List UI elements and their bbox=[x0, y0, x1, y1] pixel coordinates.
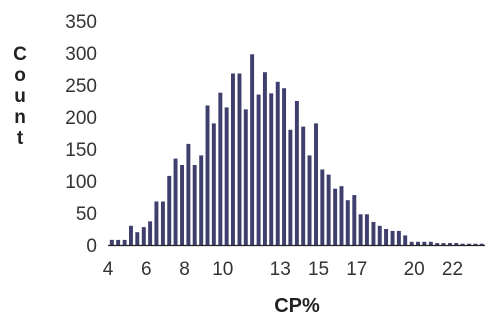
y-tick-label: 200 bbox=[65, 108, 97, 129]
histogram-bar bbox=[205, 105, 210, 245]
histogram-bar bbox=[377, 225, 382, 245]
histogram-bar bbox=[307, 155, 312, 245]
histogram-bar bbox=[167, 175, 172, 245]
histogram-bar bbox=[345, 200, 350, 245]
histogram-bar bbox=[243, 109, 248, 245]
x-tick-label: 20 bbox=[404, 259, 425, 280]
histogram-bar bbox=[396, 230, 401, 245]
histogram-bars bbox=[109, 54, 484, 246]
histogram-bar bbox=[237, 73, 242, 245]
histogram-bar bbox=[282, 88, 287, 245]
histogram-bar bbox=[428, 241, 433, 245]
histogram-bar bbox=[320, 169, 325, 245]
x-tick-labels: 4 6 8 10 13 15 17 20 22 bbox=[103, 259, 463, 280]
histogram-bar bbox=[448, 243, 452, 245]
histogram-bar bbox=[250, 54, 255, 245]
y-tick-label: 300 bbox=[65, 44, 97, 65]
histogram-bar bbox=[186, 143, 191, 245]
histogram-bar bbox=[262, 72, 267, 245]
y-tick-label: 0 bbox=[86, 236, 97, 257]
y-axis-title-letter: C bbox=[13, 44, 27, 65]
histogram-bar bbox=[269, 93, 274, 245]
histogram-bar bbox=[339, 186, 344, 245]
histogram-bar bbox=[333, 188, 338, 245]
histogram-bar bbox=[473, 243, 478, 245]
histogram-bar bbox=[218, 92, 223, 246]
histogram-bar bbox=[288, 129, 293, 245]
histogram-bar bbox=[416, 241, 420, 245]
histogram-bar bbox=[441, 243, 446, 245]
histogram-bar bbox=[275, 81, 280, 245]
y-tick-label: 250 bbox=[65, 76, 97, 97]
histogram-bar bbox=[326, 174, 331, 245]
histogram-bar bbox=[435, 243, 440, 245]
histogram-bar bbox=[135, 232, 140, 245]
histogram-bar bbox=[460, 243, 465, 245]
y-tick-labels: 0 50 100 150 200 250 300 350 bbox=[65, 12, 97, 257]
histogram-bar bbox=[154, 201, 159, 245]
y-tick-label: 100 bbox=[65, 172, 97, 193]
histogram-bar bbox=[141, 227, 146, 245]
histogram-bar bbox=[199, 155, 204, 245]
x-tick-label: 22 bbox=[442, 259, 463, 280]
x-tick-label: 6 bbox=[141, 259, 152, 280]
x-tick-label: 4 bbox=[103, 259, 114, 280]
histogram-bar bbox=[364, 214, 369, 245]
histogram-bar bbox=[403, 235, 408, 245]
histogram-bar bbox=[160, 201, 165, 245]
y-axis-title-letter: t bbox=[17, 128, 24, 149]
x-tick-label: 13 bbox=[270, 259, 291, 280]
histogram-bar bbox=[390, 230, 395, 245]
histogram-bar bbox=[109, 239, 114, 245]
histogram-bar bbox=[224, 107, 229, 246]
histogram-bar bbox=[116, 239, 121, 245]
x-tick-label: 8 bbox=[179, 259, 190, 280]
histogram-bar bbox=[192, 165, 197, 245]
histogram-bar bbox=[148, 221, 153, 245]
y-axis-title-letter: n bbox=[14, 107, 26, 128]
histogram-bar bbox=[467, 243, 472, 245]
histogram-bar bbox=[454, 243, 459, 245]
histogram-bar bbox=[409, 241, 414, 245]
histogram-bar bbox=[371, 221, 376, 245]
histogram-bar bbox=[422, 241, 427, 245]
x-tick-label: 10 bbox=[212, 259, 233, 280]
histogram-bar bbox=[384, 229, 389, 245]
x-tick-label: 17 bbox=[346, 259, 367, 280]
histogram-bar bbox=[180, 165, 185, 245]
histogram-bar bbox=[256, 94, 261, 245]
histogram-bar bbox=[479, 243, 484, 245]
histogram-bar bbox=[173, 158, 178, 245]
x-tick-label: 15 bbox=[308, 259, 329, 280]
histogram-bar bbox=[122, 239, 127, 245]
y-axis-title-letter: u bbox=[14, 86, 26, 107]
y-tick-label: 50 bbox=[76, 204, 97, 225]
histogram-bar bbox=[294, 101, 299, 245]
y-axis-title-letter: o bbox=[14, 65, 26, 86]
histogram-bar bbox=[301, 126, 306, 245]
x-axis-title: CP% bbox=[274, 295, 320, 317]
y-tick-label: 150 bbox=[65, 140, 97, 161]
histogram-bar bbox=[314, 123, 318, 245]
histogram-bar bbox=[128, 225, 133, 245]
histogram-bar bbox=[230, 73, 235, 245]
histogram-bar bbox=[352, 195, 357, 245]
y-tick-label: 350 bbox=[65, 12, 97, 33]
histogram-bar bbox=[358, 214, 363, 245]
histogram-bar bbox=[211, 123, 216, 245]
